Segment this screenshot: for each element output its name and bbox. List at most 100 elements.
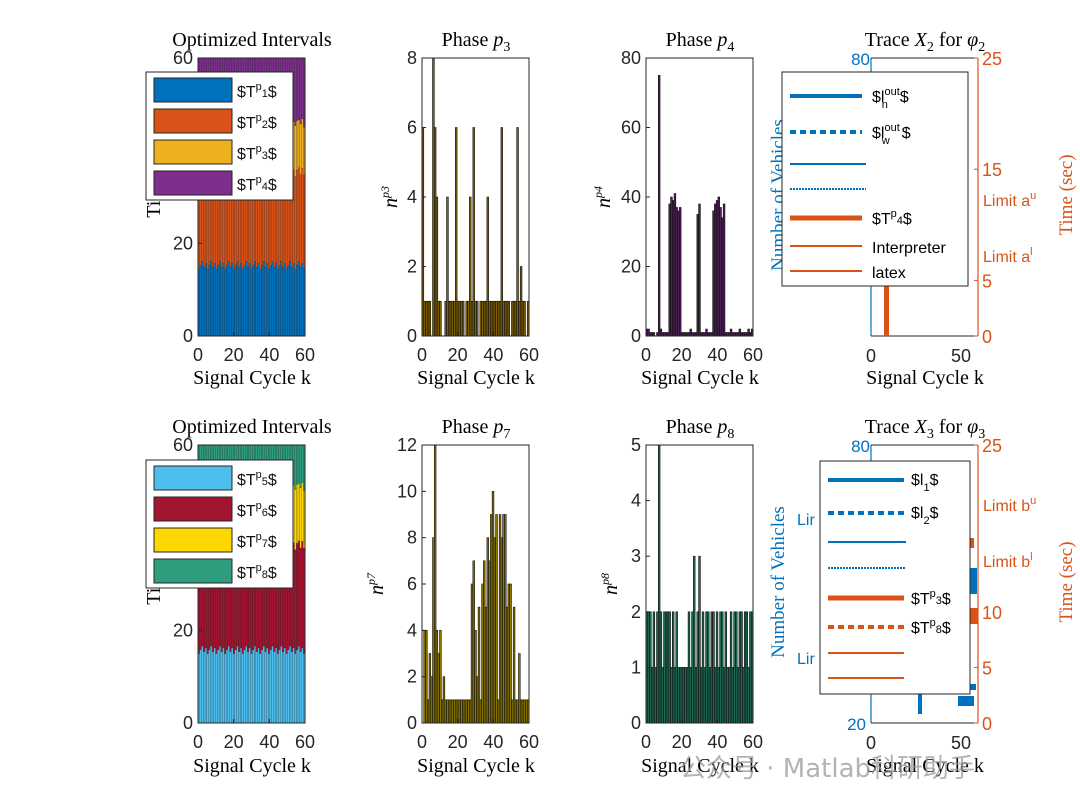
- y-tick-label: 0: [407, 713, 417, 733]
- y-tick-label: 60: [173, 48, 193, 68]
- left-tick-20: 20: [847, 715, 866, 734]
- x-tick: 0: [866, 733, 876, 753]
- x-tick-label: 60: [743, 732, 763, 752]
- x-tick-label: 20: [448, 345, 468, 365]
- x-ticks: 0 20 40 60: [193, 719, 315, 752]
- right-ticks: 0 5 10 25: [974, 436, 1002, 734]
- trace-marker: [968, 568, 977, 594]
- y-tick-label-right: 25: [982, 49, 1002, 69]
- y-tick-label-right: 15: [982, 160, 1002, 180]
- y-tick-label: 2: [407, 257, 417, 277]
- bar: [495, 514, 498, 724]
- x-axis-label: Signal Cycle k: [866, 755, 984, 777]
- x-tick-label: 60: [295, 732, 315, 752]
- right-axis-label: Time (sec): [1056, 154, 1077, 235]
- panel-intervals-top: Optimized Intervals 0 20 40 60 0 20 40 60 Sign…: [143, 29, 332, 389]
- y-tick-label: 1: [631, 657, 641, 677]
- trace-marker: [918, 692, 922, 714]
- x-tick-label: 60: [743, 345, 763, 365]
- y-tick-label: 4: [407, 187, 417, 207]
- watermark: 公众号 · Matlab科研助手: [680, 754, 976, 784]
- chart-title: Phase p8: [666, 416, 735, 442]
- legend: $Tp1$ $Tp2$ $Tp3$ $Tp4$: [145, 71, 294, 201]
- y-tick-label: 4: [631, 491, 641, 511]
- legend-label: $Tp4$: [237, 174, 277, 194]
- legend-swatch: [153, 170, 233, 196]
- x-axis-label: Signal Cycle k: [641, 367, 759, 389]
- histogram-bars: [423, 444, 530, 724]
- chart-title: Trace X2 for φ2: [865, 29, 985, 55]
- y-tick-label: 2: [407, 667, 417, 687]
- y-tick-label-right: 10: [982, 603, 1002, 623]
- y-tick-label: 3: [631, 546, 641, 566]
- legend-swatch: [153, 527, 233, 553]
- legend: $Tp5$ $Tp6$ $Tp7$ $Tp8$: [145, 459, 294, 589]
- legend-label: latex: [872, 265, 906, 282]
- legend-label: Interpreter: [872, 240, 946, 257]
- annotation-limit-upper: Limit au: [983, 190, 1036, 210]
- x-ticks: 0 20 40 60: [193, 332, 315, 365]
- bar: [679, 207, 682, 337]
- x-ticks: 0 20 40 60: [641, 332, 763, 365]
- legend-label: $Tp8$: [911, 617, 951, 637]
- legend-label: $Tp3$: [911, 588, 951, 608]
- x-tick-label: 20: [224, 345, 244, 365]
- bar: [657, 75, 661, 337]
- x-ticks: 0 20 40 60: [417, 719, 539, 752]
- x-tick-label: 40: [483, 732, 503, 752]
- legend-label: $Tp5$: [237, 469, 277, 489]
- bar: [476, 300, 479, 337]
- y-tick-label: 0: [631, 326, 641, 346]
- x-tick-label: 20: [224, 732, 244, 752]
- x-tick-label: 0: [193, 345, 203, 365]
- x-tick-label: 0: [193, 732, 203, 752]
- y-tick-label-right: 25: [982, 436, 1002, 456]
- x-tick-label: 40: [707, 345, 727, 365]
- legend-swatch: [153, 496, 233, 522]
- histogram-bars: [421, 57, 530, 337]
- x-tick-label: 0: [417, 345, 427, 365]
- legend-swatch: [153, 108, 233, 134]
- histogram-bars: [645, 75, 754, 337]
- legend-label: $Tp2$: [237, 112, 277, 132]
- y-tick-label: 60: [173, 435, 193, 455]
- right-axis-label: Time (sec): [1056, 541, 1077, 622]
- panel-trace-x3: Trace X3 for φ3 80 20 0 5 10 25 0 50 Limit …: [768, 416, 1077, 777]
- x-tick-label: 0: [641, 732, 651, 752]
- y-ticks: 0 2 4 6 8: [407, 48, 426, 346]
- axes-box: [645, 444, 754, 724]
- x-tick-label: 60: [519, 345, 539, 365]
- legend: $lout n $ $lout w $ $Tp4$ Interpreter latex: [781, 71, 969, 287]
- x-ticks: 0 20 40 60: [417, 332, 539, 365]
- annotation-limit-lower: Limit al: [983, 246, 1033, 266]
- legend-label: $Tp4$: [872, 208, 912, 228]
- y-tick-label: 0: [631, 713, 641, 733]
- legend-label: $Tp8$: [237, 562, 277, 582]
- x-tick-label: 40: [259, 732, 279, 752]
- annotation-left: Lir: [797, 512, 815, 529]
- y-tick-label: 40: [621, 187, 641, 207]
- x-tick-label: 40: [707, 732, 727, 752]
- legend-label: $Tp6$: [237, 500, 277, 520]
- legend-swatch: [153, 465, 233, 491]
- annotation-limit-upper: Limit bu: [983, 495, 1036, 515]
- bar: [698, 203, 701, 337]
- chart-title: Trace X3 for φ3: [865, 416, 985, 442]
- x-tick: 0: [866, 346, 876, 366]
- legend-label: $Tp3$: [237, 143, 277, 163]
- chart-title: Optimized Intervals: [172, 416, 332, 438]
- x-tick-label: 40: [483, 345, 503, 365]
- histogram-bars: [645, 444, 754, 724]
- y-tick-label-right: 0: [982, 327, 992, 347]
- bar: [428, 300, 432, 337]
- x-tick: 50: [951, 733, 971, 753]
- legend-box: [819, 460, 971, 695]
- panel-phase-p3: Phase p3 0 2 4 6 8 0 20 40 60 Signal Cycle k np…: [378, 29, 539, 389]
- trace-bar: [884, 285, 889, 336]
- x-tick-label: 20: [672, 345, 692, 365]
- y-axis-label: np7: [364, 572, 388, 595]
- y-tick-label: 2: [631, 602, 641, 622]
- y-tick-label-right: 5: [982, 271, 992, 291]
- y-tick-label: 20: [173, 620, 193, 640]
- legend-swatch: [153, 139, 233, 165]
